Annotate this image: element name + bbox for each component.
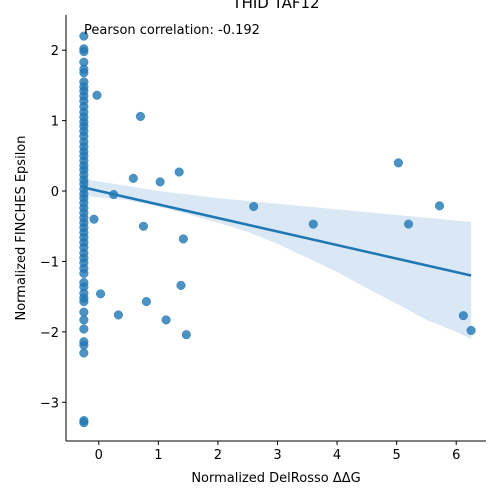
data-point [79, 297, 89, 307]
data-point [308, 219, 318, 229]
data-point [249, 201, 259, 212]
y-tick-label: 1 [51, 115, 59, 130]
y-ticks: −3 −2 −1 0 1 2 [40, 44, 66, 411]
data-point [79, 268, 89, 278]
regression-line [83, 186, 472, 277]
regression-line-layer [83, 186, 472, 277]
points-layer [79, 31, 476, 428]
data-point [79, 418, 89, 428]
data-point [176, 280, 186, 290]
x-tick-label: 0 [95, 448, 103, 463]
x-tick-label: 5 [392, 448, 400, 463]
x-ticks: 0 1 2 3 4 5 6 [95, 441, 460, 463]
x-axis-label: Normalized DelRosso ΔΔG [191, 471, 360, 486]
x-tick-label: 4 [333, 448, 341, 463]
y-tick-label: −1 [40, 255, 59, 270]
data-point [434, 201, 445, 211]
data-point [79, 340, 89, 350]
data-point [138, 221, 148, 231]
data-point [135, 111, 146, 121]
correlation-annotation: Pearson correlation: -0.192 [84, 23, 260, 38]
y-tick-label: 2 [51, 44, 59, 59]
data-point [393, 158, 403, 168]
data-point [92, 90, 102, 100]
data-point [141, 297, 151, 307]
data-point [79, 68, 89, 78]
y-axis-label: Normalized FINCHES Epsilon [14, 136, 29, 321]
data-point [404, 219, 414, 229]
data-point [79, 47, 89, 57]
data-point [466, 325, 476, 336]
chart-title: THID TAF12 [231, 0, 319, 12]
data-point [458, 311, 468, 321]
data-point [79, 348, 89, 358]
x-tick-label: 1 [154, 448, 162, 463]
data-point [79, 315, 89, 325]
y-tick-label: −2 [40, 326, 59, 341]
data-point [178, 234, 188, 244]
data-point [79, 324, 89, 334]
y-tick-label: 0 [51, 185, 59, 200]
confidence-band [83, 179, 472, 339]
x-tick-label: 3 [273, 448, 281, 463]
data-point [89, 214, 99, 224]
data-point [128, 173, 138, 183]
x-tick-label: 2 [214, 448, 222, 463]
data-point [161, 315, 171, 325]
data-point [155, 177, 165, 187]
y-tick-label: −3 [40, 396, 59, 411]
data-point [113, 310, 123, 320]
data-point [96, 289, 106, 299]
data-point [174, 167, 184, 177]
x-tick-label: 6 [452, 448, 460, 463]
confidence-band-layer [83, 179, 472, 339]
data-point [79, 31, 89, 41]
data-point [79, 307, 89, 317]
data-point [181, 330, 191, 340]
